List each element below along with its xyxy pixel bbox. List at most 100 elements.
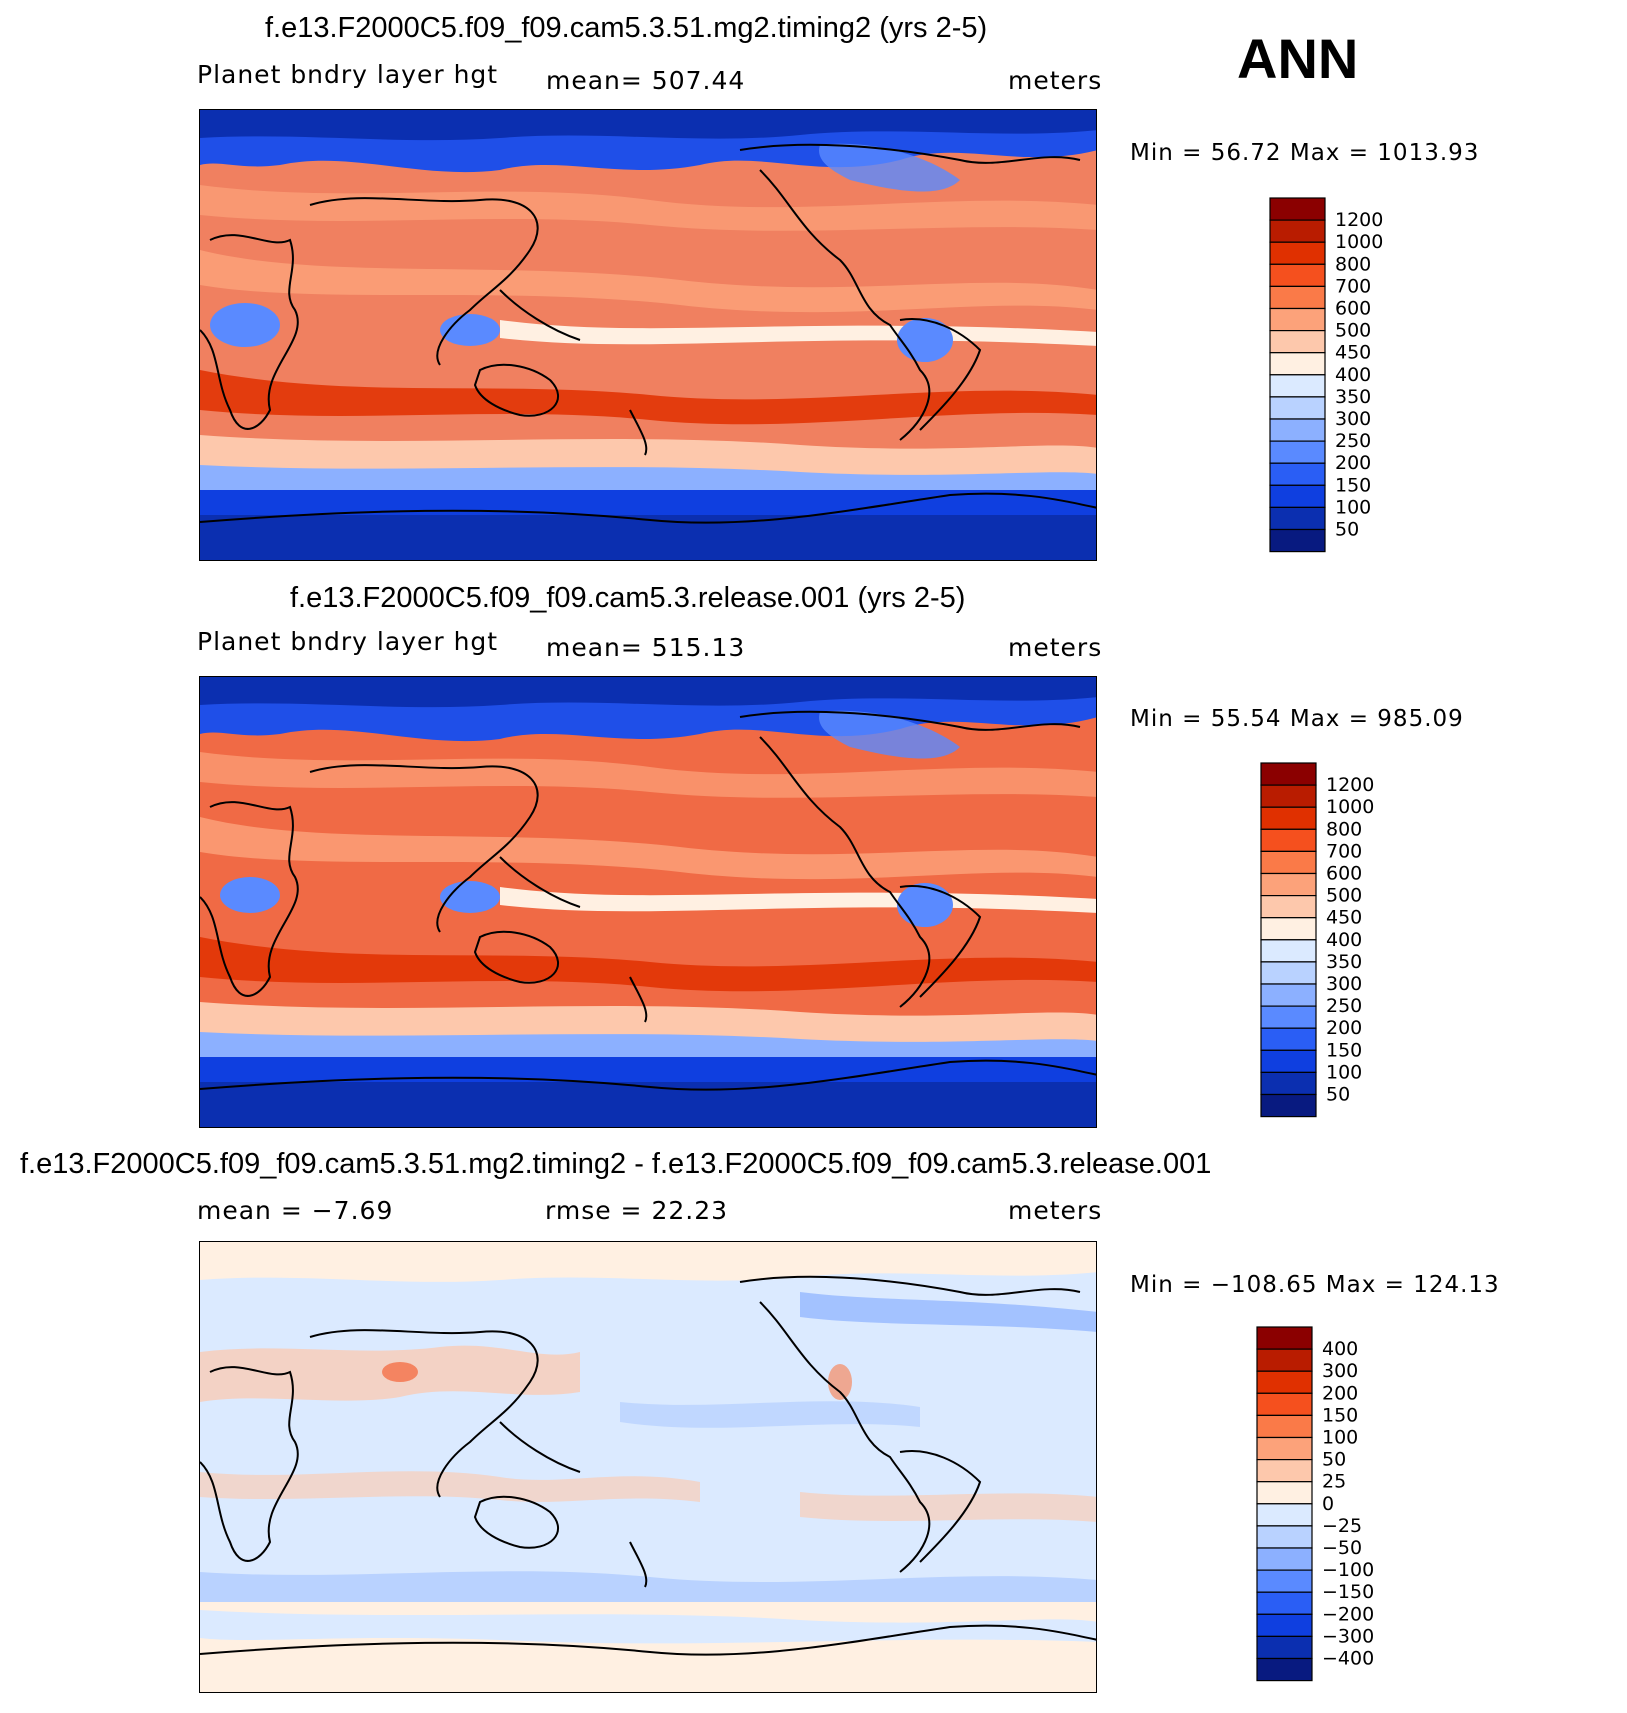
panel2-colorbar-tick-label: 600 (1326, 863, 1362, 885)
panel2-colorbar-tick-label: 450 (1326, 907, 1362, 929)
panel2-colorbar-swatch (1260, 850, 1317, 875)
panel2-colorbar-swatch (1260, 1071, 1317, 1096)
season-label: ANN (1237, 27, 1359, 90)
panel2-colorbar-swatch (1260, 895, 1317, 919)
panel1-colorbar-swatch (1269, 484, 1326, 508)
panel3-colorbar-tick-label: 150 (1322, 1404, 1358, 1426)
panel3-colorbar-swatch (1256, 1326, 1313, 1350)
panel3-units-label: meters (1008, 1196, 1103, 1225)
panel3-colorbar-tick-label: 25 (1322, 1471, 1346, 1493)
panel3-minmax: Min = −108.65 Max = 124.13 (1130, 1272, 1500, 1298)
panel1-colorbar-tick-label: 500 (1335, 320, 1371, 342)
panel2-title: f.e13.F2000C5.f09_f09.cam5.3.release.001… (290, 582, 966, 614)
panel1-colorbar-tick-label: 200 (1335, 452, 1371, 474)
panel3-colorbar-swatch (1256, 1547, 1313, 1571)
panel2-colorbar-svg: 1200100080070060050045040035030025020015… (1260, 762, 1374, 1118)
panel3-colorbar-swatch (1256, 1436, 1313, 1461)
panel1-colorbar-swatch (1269, 396, 1326, 420)
panel2-map (199, 676, 1097, 1128)
panel1-colorbar-tick-label: 450 (1335, 342, 1371, 364)
panel3-colorbar-swatch (1256, 1635, 1313, 1660)
panel3-colorbar-tick-label: 0 (1322, 1493, 1334, 1515)
panel3-colorbar-tick-label: −150 (1322, 1581, 1374, 1603)
panel3-colorbar-tick-label: −100 (1322, 1559, 1374, 1581)
panel1-colorbar-swatch (1269, 241, 1326, 265)
panel2-colorbar-tick-label: 100 (1326, 1061, 1362, 1083)
panel2-colorbar-swatch (1260, 806, 1317, 830)
panel1-title: f.e13.F2000C5.f09_f09.cam5.3.51.mg2.timi… (265, 12, 988, 44)
panel2-colorbar-swatch (1260, 1049, 1317, 1073)
panel3-map (199, 1241, 1097, 1693)
panel2-colorbar-tick-label: 150 (1326, 1039, 1362, 1061)
panel2-minmax: Min = 55.54 Max = 985.09 (1130, 706, 1464, 732)
panel2-colorbar-swatch (1260, 983, 1317, 1007)
panel2-colorbar-swatch (1260, 872, 1317, 897)
panel3-colorbar-swatch (1256, 1392, 1313, 1417)
panel2-colorbar-tick-label: 700 (1326, 840, 1362, 862)
panel2-variable-label: Planet bndry layer hgt (197, 627, 499, 656)
panel2-colorbar-swatch (1260, 1093, 1317, 1118)
panel1-minmax: Min = 56.72 Max = 1013.93 (1130, 140, 1480, 166)
panel1-colorbar: 1200 1000 800 700 600 500 450 400 350 300 250 200 15… (1269, 197, 1383, 558)
panel2-colorbar: 1200 1000 800 700 600 500 450 400 350 300 250 200 15… (1260, 762, 1374, 1123)
panel1-colorbar-swatch (1269, 506, 1326, 531)
panel1-colorbar-swatch (1269, 330, 1326, 354)
panel3-colorbar-swatch (1256, 1569, 1313, 1593)
panel3-colorbar-tick-label: −200 (1322, 1603, 1374, 1625)
panel2-colorbar-tick-label: 200 (1326, 1017, 1362, 1039)
panel1-colorbar-swatch (1269, 440, 1326, 464)
panel3-colorbar-swatch (1256, 1414, 1313, 1439)
panel1-map (199, 109, 1097, 561)
panel1-colorbar-tick-label: 1200 (1335, 209, 1383, 231)
panel1-colorbar-swatch (1269, 374, 1326, 398)
panel3-colorbar-svg: 40030020015010050250−25−50−100−150−200−3… (1256, 1326, 1374, 1682)
panel1-colorbar-tick-label: 150 (1335, 474, 1371, 496)
panel1-colorbar-tick-label: 100 (1335, 496, 1371, 518)
panel1-units-label: meters (1008, 66, 1103, 95)
panel2-colorbar-swatch (1260, 828, 1317, 853)
panel3-colorbar-tick-label: 200 (1322, 1382, 1358, 1404)
panel2-colorbar-swatch (1260, 1005, 1317, 1029)
panel1-colorbar-tick-label: 1000 (1335, 231, 1383, 253)
panel1-colorbar-tick-label: 50 (1335, 519, 1359, 541)
panel1-colorbar-swatch (1269, 462, 1326, 486)
panel1-colorbar-svg: 1200100080070060050045040035030025020015… (1269, 197, 1383, 553)
panel2-colorbar-swatch (1260, 784, 1317, 808)
panel2-colorbar-swatch (1260, 917, 1317, 941)
panel3-colorbar-swatch (1256, 1481, 1313, 1505)
panel2-colorbar-tick-label: 50 (1326, 1084, 1350, 1106)
panel2-colorbar-swatch (1260, 961, 1317, 985)
panel2-colorbar-swatch (1260, 762, 1317, 786)
panel3-colorbar-swatch (1256, 1348, 1313, 1372)
panel1-colorbar-swatch (1269, 219, 1326, 243)
panel2-colorbar-tick-label: 250 (1326, 995, 1362, 1017)
panel1-colorbar-swatch (1269, 352, 1326, 376)
panel3-colorbar-tick-label: −400 (1322, 1648, 1374, 1670)
panel1-colorbar-swatch (1269, 418, 1326, 442)
panel1-mean-label: mean= 507.44 (546, 66, 746, 95)
panel1-colorbar-tick-label: 350 (1335, 386, 1371, 408)
panel1-colorbar-tick-label: 300 (1335, 408, 1371, 430)
panel2-colorbar-tick-label: 1000 (1326, 796, 1374, 818)
panel2-colorbar-swatch (1260, 939, 1317, 963)
panel3-colorbar-swatch (1256, 1459, 1313, 1483)
panel1-colorbar-swatch (1269, 197, 1326, 221)
panel3-colorbar-tick-label: −300 (1322, 1625, 1374, 1647)
panel1-colorbar-tick-label: 400 (1335, 364, 1371, 386)
panel3-colorbar-swatch (1256, 1370, 1313, 1394)
panel2-colorbar-tick-label: 300 (1326, 973, 1362, 995)
panel3-rmse-label: rmse = 22.23 (545, 1196, 729, 1225)
panel3-colorbar-tick-label: 100 (1322, 1427, 1358, 1449)
panel2-colorbar-swatch (1260, 1027, 1317, 1051)
panel3-colorbar-tick-label: −25 (1322, 1515, 1362, 1537)
panel3-colorbar-swatch (1256, 1525, 1313, 1549)
panel3-colorbar-swatch (1256, 1591, 1313, 1615)
panel2-mean-label: mean= 515.13 (546, 633, 746, 662)
panel3-colorbar-tick-label: 50 (1322, 1449, 1346, 1471)
panel3-colorbar-swatch (1256, 1613, 1313, 1637)
panel2-colorbar-tick-label: 800 (1326, 818, 1362, 840)
panel2-colorbar-tick-label: 500 (1326, 885, 1362, 907)
panel2-colorbar-tick-label: 1200 (1326, 774, 1374, 796)
panel1-colorbar-tick-label: 250 (1335, 430, 1371, 452)
panel1-colorbar-tick-label: 700 (1335, 275, 1371, 297)
